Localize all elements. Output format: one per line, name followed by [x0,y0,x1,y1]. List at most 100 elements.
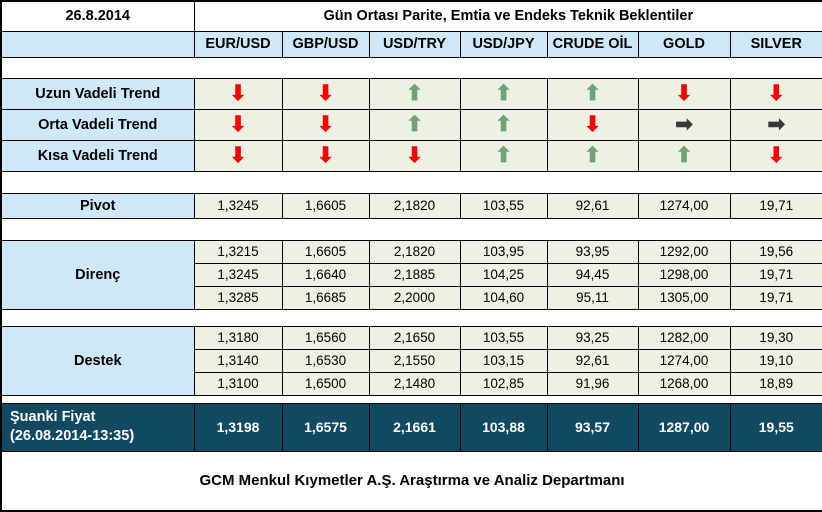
current-price-row: Şuanki Fiyat (26.08.2014-13:35) 1,3198 1… [0,402,822,452]
resistance-value: 94,45 [546,262,639,287]
resistance-row-3: 1,3285 1,6685 2,2000 104,60 95,11 1305,0… [1,285,822,310]
pivot-value: 103,55 [459,192,548,219]
report-title: Gün Ortası Parite, Emtia ve Endeks Tekni… [193,0,822,32]
support-value: 1,3100 [193,371,283,396]
trend-arrow-icon: ⬆ [546,139,639,172]
column-header-gbpusd: GBP/USD [281,30,370,58]
report-date: 26.8.2014 [0,0,195,32]
current-price-value: 1287,00 [637,402,731,452]
resistance-value: 1,3285 [193,285,283,310]
resistance-value: 2,2000 [368,285,461,310]
support-value: 18,89 [729,371,822,396]
spacer-row [1,308,822,327]
trend-arrow-icon: ⬇ [729,139,822,172]
support-label: Destek [0,325,195,396]
resistance-value: 2,1820 [368,239,461,264]
resistance-value: 2,1885 [368,262,461,287]
resistance-value: 1298,00 [637,262,731,287]
resistance-value: 1292,00 [637,239,731,264]
pivot-row: Pivot 1,3245 1,6605 2,1820 103,55 92,61 … [0,192,822,219]
current-price-value: 1,3198 [193,402,283,452]
support-value: 1,6560 [281,325,370,350]
spacer-row [1,56,822,79]
long-term-trend-label: Uzun Vadeli Trend [0,77,195,110]
resistance-value: 19,71 [729,285,822,310]
spacer-row [1,170,822,194]
trend-arrow-icon: ⬇ [281,108,370,141]
trend-arrow-icon: ⬇ [637,77,731,110]
support-value: 102,85 [459,371,548,396]
resistance-label: Direnç [0,239,195,310]
mid-term-trend-label: Orta Vadeli Trend [0,108,195,141]
current-price-value: 19,55 [729,402,822,452]
current-price-value: 2,1661 [368,402,461,452]
trend-arrow-icon: ➡ [729,108,822,141]
spacer-row [1,217,822,241]
resistance-value: 1,3215 [193,239,283,264]
trend-arrow-icon: ⬇ [546,108,639,141]
column-header-row: EUR/USD GBP/USD USD/TRY USD/JPY CRUDE Oİ… [0,30,822,58]
short-term-trend-label: Kısa Vadeli Trend [0,139,195,172]
trend-arrow-icon: ⬆ [459,139,548,172]
trend-arrow-icon: ⬇ [193,77,283,110]
support-value: 103,15 [459,348,548,373]
pivot-value: 1,3245 [193,192,283,219]
pivot-value: 92,61 [546,192,639,219]
support-value: 19,30 [729,325,822,350]
resistance-row-1: Direnç 1,3215 1,6605 2,1820 103,95 93,95… [0,239,822,310]
support-value: 91,96 [546,371,639,396]
trend-arrow-icon: ⬇ [368,139,461,172]
resistance-value: 95,11 [546,285,639,310]
trend-arrow-icon: ⬇ [729,77,822,110]
short-term-trend-row: Kısa Vadeli Trend ⬇ ⬇ ⬇ ⬆ ⬆ ⬆ ⬇ [0,139,822,172]
support-value: 1274,00 [637,348,731,373]
trend-arrow-icon: ⬇ [281,77,370,110]
mid-term-trend-row: Orta Vadeli Trend ⬇ ⬇ ⬆ ⬆ ⬇ ➡ ➡ [0,108,822,141]
support-value: 93,25 [546,325,639,350]
resistance-value: 1,6640 [281,262,370,287]
pivot-value: 1,6605 [281,192,370,219]
resistance-value: 1,3245 [193,262,283,287]
current-price-timestamp: (26.08.2014-13:35) [10,428,135,444]
pivot-value: 2,1820 [368,192,461,219]
trend-arrow-icon: ⬇ [193,139,283,172]
support-value: 2,1550 [368,348,461,373]
support-value: 2,1480 [368,371,461,396]
current-price-value: 103,88 [459,402,548,452]
pivot-value: 19,71 [729,192,822,219]
header-empty-cell [0,30,195,58]
support-value: 103,55 [459,325,548,350]
support-row-2: 1,3140 1,6530 2,1550 103,15 92,61 1274,0… [1,348,822,373]
trend-arrow-icon: ⬆ [368,108,461,141]
support-value: 1268,00 [637,371,731,396]
resistance-value: 104,60 [459,285,548,310]
trend-arrow-icon: ⬆ [459,77,548,110]
support-value: 1,3180 [193,325,283,350]
spacer-row [1,394,822,404]
column-header-usdjpy: USD/JPY [459,30,548,58]
support-value: 1,6500 [281,371,370,396]
support-value: 1,6530 [281,348,370,373]
resistance-row-2: 1,3245 1,6640 2,1885 104,25 94,45 1298,0… [1,262,822,287]
column-header-eurusd: EUR/USD [193,30,283,58]
support-value: 2,1650 [368,325,461,350]
resistance-value: 19,71 [729,262,822,287]
trend-arrow-icon: ⬇ [281,139,370,172]
current-price-label: Şuanki Fiyat (26.08.2014-13:35) [0,402,195,452]
pivot-label: Pivot [0,192,195,219]
title-row: 26.8.2014 Gün Ortası Parite, Emtia ve En… [0,0,822,32]
resistance-value: 93,95 [546,239,639,264]
current-price-label-line1: Şuanki Fiyat [10,409,96,426]
support-value: 1282,00 [637,325,731,350]
resistance-value: 19,56 [729,239,822,264]
pivot-value: 1274,00 [637,192,731,219]
footer-row: GCM Menkul Kıymetler A.Ş. Araştırma ve A… [1,450,822,512]
current-price-value: 1,6575 [281,402,370,452]
support-value: 1,3140 [193,348,283,373]
trend-arrow-icon: ⬆ [368,77,461,110]
column-header-silver: SILVER [729,30,822,58]
support-value: 92,61 [546,348,639,373]
resistance-value: 1,6685 [281,285,370,310]
resistance-value: 104,25 [459,262,548,287]
